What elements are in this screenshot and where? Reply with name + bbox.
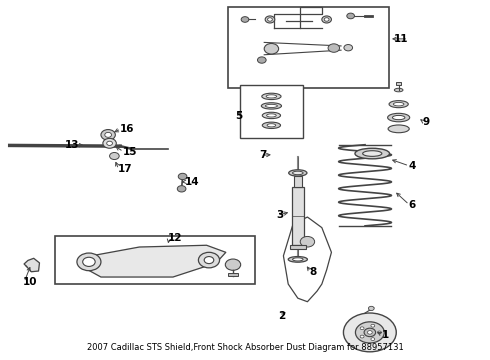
Text: 12: 12 <box>168 233 183 243</box>
Ellipse shape <box>262 112 281 118</box>
Circle shape <box>343 313 396 352</box>
Bar <box>396 82 401 85</box>
Circle shape <box>347 13 354 19</box>
Text: 2007 Cadillac STS Shield,Front Shock Absorber Dust Diagram for 88957131: 2007 Cadillac STS Shield,Front Shock Abs… <box>87 343 403 352</box>
Text: 1: 1 <box>382 330 389 340</box>
Ellipse shape <box>355 148 390 159</box>
Circle shape <box>105 132 112 137</box>
Circle shape <box>225 259 241 270</box>
Circle shape <box>368 330 372 334</box>
Circle shape <box>268 18 272 21</box>
Text: 6: 6 <box>408 200 416 210</box>
Circle shape <box>324 18 329 21</box>
Circle shape <box>257 57 266 63</box>
Circle shape <box>371 324 375 327</box>
Circle shape <box>83 257 95 266</box>
Circle shape <box>107 141 113 145</box>
Circle shape <box>264 44 279 54</box>
Bar <box>294 176 302 187</box>
Ellipse shape <box>262 93 281 100</box>
Bar <box>292 187 304 245</box>
Ellipse shape <box>293 171 303 175</box>
Bar <box>55 237 255 284</box>
Circle shape <box>368 306 374 311</box>
Ellipse shape <box>363 151 382 156</box>
Text: 2: 2 <box>279 311 286 321</box>
Circle shape <box>344 45 353 51</box>
Text: 8: 8 <box>310 267 317 277</box>
Ellipse shape <box>289 170 307 176</box>
Text: 16: 16 <box>120 124 135 134</box>
Text: 4: 4 <box>408 161 416 171</box>
Ellipse shape <box>288 257 307 262</box>
Circle shape <box>103 138 116 148</box>
Text: 5: 5 <box>235 112 243 121</box>
Circle shape <box>377 331 381 334</box>
Text: 9: 9 <box>423 117 430 127</box>
Circle shape <box>265 16 275 23</box>
Ellipse shape <box>262 122 281 129</box>
Circle shape <box>178 173 187 180</box>
Bar <box>240 85 303 138</box>
Ellipse shape <box>389 101 408 108</box>
Bar <box>290 244 306 249</box>
Text: 14: 14 <box>185 177 199 187</box>
Ellipse shape <box>267 114 276 117</box>
Circle shape <box>300 237 315 247</box>
Bar <box>228 273 238 276</box>
Ellipse shape <box>388 113 410 122</box>
Ellipse shape <box>261 103 281 109</box>
Circle shape <box>322 16 331 23</box>
Text: 7: 7 <box>259 150 267 160</box>
Bar <box>228 7 389 88</box>
Text: 11: 11 <box>394 34 408 44</box>
Ellipse shape <box>392 116 405 120</box>
Text: 17: 17 <box>118 165 132 174</box>
Circle shape <box>198 252 220 268</box>
Ellipse shape <box>267 124 276 127</box>
Circle shape <box>241 17 249 22</box>
Ellipse shape <box>266 104 277 108</box>
Text: 13: 13 <box>65 140 79 150</box>
Circle shape <box>364 328 376 337</box>
Circle shape <box>77 253 101 271</box>
Circle shape <box>204 257 214 264</box>
Circle shape <box>360 327 364 330</box>
Circle shape <box>101 130 115 140</box>
Circle shape <box>110 153 119 159</box>
Circle shape <box>328 44 340 52</box>
Text: 3: 3 <box>276 210 283 220</box>
Polygon shape <box>24 258 40 272</box>
Circle shape <box>355 322 384 343</box>
Ellipse shape <box>388 125 409 133</box>
Circle shape <box>177 186 186 192</box>
Circle shape <box>371 338 375 341</box>
Circle shape <box>360 335 364 338</box>
Ellipse shape <box>293 258 303 261</box>
Polygon shape <box>82 245 226 277</box>
Text: 15: 15 <box>122 147 137 157</box>
Ellipse shape <box>393 102 404 106</box>
Ellipse shape <box>266 95 277 98</box>
Text: 10: 10 <box>23 277 38 287</box>
Ellipse shape <box>394 88 403 92</box>
